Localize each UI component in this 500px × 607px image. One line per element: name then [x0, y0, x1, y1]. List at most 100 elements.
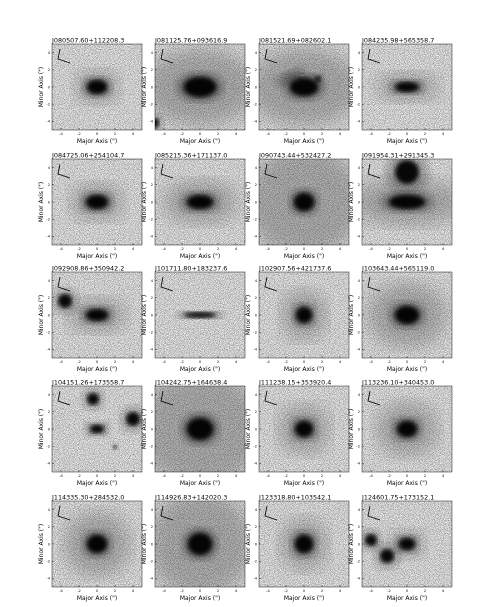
galaxy-panel: J080507.60+112208.3 -4 4 -2 2 0 0 2 -2 4 -4 Major A… — [38, 37, 143, 145]
x-tick-label: -4 — [266, 247, 270, 251]
y-tick-label: -4 — [253, 348, 257, 352]
y-axis-label: Minor Axis (") — [245, 524, 252, 565]
galaxy-image — [362, 44, 452, 130]
x-tick-label: 4 — [442, 132, 445, 136]
y-tick-label: -4 — [46, 348, 50, 352]
x-tick-label: -4 — [162, 247, 166, 251]
x-axis-label: Major Axis (") — [387, 138, 427, 145]
galaxy-image — [52, 272, 142, 358]
panel-title: J092908.86+350942.2 — [51, 265, 124, 273]
x-tick-label: 4 — [132, 360, 135, 364]
x-tick-label: -4 — [59, 360, 63, 364]
y-axis-label: Minor Axis (") — [141, 182, 148, 223]
panel-title: J113236.10+340453.0 — [361, 379, 434, 387]
x-tick-label: 0 — [406, 360, 409, 364]
x-tick-label: 2 — [321, 132, 323, 136]
y-tick-label: -4 — [253, 120, 257, 124]
y-axis-label: Minor Axis (") — [245, 67, 252, 108]
compass-arrow-icon — [264, 276, 278, 292]
y-axis-label: Minor Axis (") — [38, 295, 45, 336]
x-tick-label: -4 — [162, 132, 166, 136]
x-tick-label: 4 — [339, 247, 342, 251]
y-tick-label: -4 — [149, 462, 153, 466]
galaxy-image — [52, 44, 142, 130]
y-tick-label: 4 — [151, 51, 154, 55]
y-tick-label: -4 — [356, 462, 360, 466]
x-tick-label: -4 — [369, 589, 373, 593]
x-tick-label: -4 — [162, 474, 166, 478]
y-tick-label: -2 — [149, 103, 153, 107]
y-axis-label: Minor Axis (") — [141, 295, 148, 336]
compass-arrow-icon — [367, 390, 381, 406]
galaxy-image — [155, 386, 245, 472]
x-tick-label: -2 — [284, 360, 288, 364]
galaxy-image — [155, 272, 245, 358]
x-tick-label: 2 — [114, 589, 116, 593]
x-tick-label: -4 — [162, 589, 166, 593]
y-tick-label: 2 — [255, 525, 257, 529]
panel-title: J091954.31+291345.3 — [361, 152, 434, 160]
galaxy-panel: J084235.98+565358.7 -4 4 -2 2 0 0 2 -2 4 -4 Major A… — [348, 37, 453, 145]
y-tick-label: -4 — [149, 120, 153, 124]
compass-arrow-icon — [160, 390, 174, 406]
x-axis-label: Major Axis (") — [284, 595, 324, 602]
compass-arrow-icon — [160, 276, 174, 292]
y-axis-label: Minor Axis (") — [348, 67, 355, 108]
x-tick-label: 4 — [235, 247, 238, 251]
galaxy-image — [362, 501, 452, 587]
galaxy-image — [155, 44, 245, 130]
compass-arrow-icon — [367, 505, 381, 521]
galaxy-panel: J081125.76+093616.9 -4 4 -2 2 0 0 2 -2 4 -4 Major A… — [141, 37, 246, 145]
galaxy-panel: J114926.83+142020.3 -4 4 -2 2 0 0 2 -2 4 -4 Major A… — [141, 494, 246, 602]
panel-title: J085215.36+171137.0 — [154, 152, 227, 160]
y-axis-label: Minor Axis (") — [38, 182, 45, 223]
galaxy-panel: J084725.06+254104.7 -4 4 -2 2 0 0 2 -2 4 -4 Major A… — [38, 152, 143, 260]
x-tick-label: -2 — [387, 474, 391, 478]
x-tick-label: -2 — [387, 247, 391, 251]
x-tick-label: 2 — [114, 360, 116, 364]
x-axis-label: Major Axis (") — [77, 366, 117, 373]
y-tick-label: 0 — [255, 200, 258, 204]
galaxy-image — [362, 272, 452, 358]
y-tick-label: -4 — [253, 235, 257, 239]
x-tick-label: 2 — [424, 589, 426, 593]
y-tick-label: -2 — [46, 445, 50, 449]
x-tick-label: -2 — [77, 247, 81, 251]
x-axis-label: Major Axis (") — [180, 366, 220, 373]
galaxy-panel: J081521.69+082602.1 -4 4 -2 2 0 0 2 -2 4 -4 Major A… — [245, 37, 350, 145]
y-tick-label: 0 — [48, 85, 51, 89]
x-tick-label: -2 — [284, 589, 288, 593]
compass-arrow-icon — [160, 163, 174, 179]
x-tick-label: -2 — [180, 474, 184, 478]
x-tick-label: -4 — [59, 247, 63, 251]
y-axis-label: Minor Axis (") — [245, 182, 252, 223]
galaxy-image — [259, 272, 349, 358]
compass-arrow-icon — [57, 276, 71, 292]
x-tick-label: 2 — [217, 474, 219, 478]
x-axis-label: Major Axis (") — [284, 253, 324, 260]
x-axis-label: Major Axis (") — [180, 138, 220, 145]
x-tick-label: -2 — [284, 247, 288, 251]
x-tick-label: 4 — [235, 360, 238, 364]
y-axis-label: Minor Axis (") — [141, 67, 148, 108]
x-tick-label: -4 — [369, 360, 373, 364]
y-tick-label: 4 — [151, 166, 154, 170]
x-axis-label: Major Axis (") — [387, 366, 427, 373]
y-tick-label: -4 — [356, 120, 360, 124]
x-tick-label: 4 — [442, 589, 445, 593]
x-tick-label: -4 — [59, 132, 63, 136]
x-tick-label: -2 — [77, 589, 81, 593]
galaxy-image — [259, 159, 349, 245]
y-tick-label: -4 — [356, 348, 360, 352]
x-tick-label: 2 — [217, 247, 219, 251]
y-tick-label: -4 — [253, 462, 257, 466]
x-axis-label: Major Axis (") — [77, 138, 117, 145]
x-axis-label: Major Axis (") — [77, 595, 117, 602]
y-tick-label: 4 — [151, 279, 154, 283]
y-tick-label: 4 — [48, 393, 51, 397]
x-tick-label: 4 — [235, 474, 238, 478]
y-axis-label: Minor Axis (") — [38, 67, 45, 108]
x-tick-label: 2 — [424, 247, 426, 251]
galaxy-panel: J124601.75+173152.1 -4 4 -2 2 0 0 2 -2 4 -4 Major A… — [348, 494, 453, 602]
y-tick-label: 2 — [358, 68, 360, 72]
